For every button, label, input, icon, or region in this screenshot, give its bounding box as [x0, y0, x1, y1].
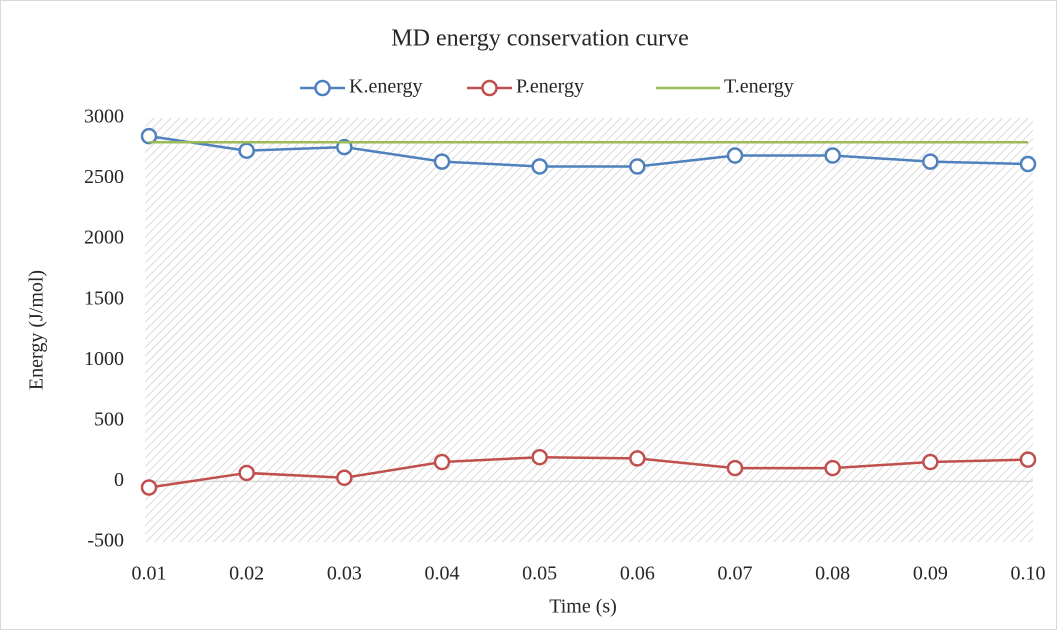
data-point	[1019, 451, 1037, 468]
x-tick-label: 0.09	[913, 563, 948, 585]
x-tick-label: 0.04	[425, 563, 460, 585]
data-point	[433, 453, 451, 471]
legend-label: K.energy	[349, 76, 423, 98]
x-tick-label: 0.08	[815, 563, 850, 585]
data-point	[629, 158, 646, 175]
series-line	[148, 134, 1029, 168]
data-point	[726, 147, 744, 164]
data-point	[726, 459, 744, 477]
y-tick-label: 500	[94, 408, 124, 430]
x-tick-label: 0.07	[718, 563, 753, 585]
data-point	[1019, 155, 1037, 173]
data-point	[531, 448, 548, 466]
y-tick-label: -500	[87, 530, 124, 552]
legend-label: T.energy	[724, 76, 794, 98]
data-point	[336, 469, 353, 487]
legend-marker	[314, 79, 331, 97]
y-tick-label: 2500	[84, 166, 124, 188]
data-point	[922, 453, 939, 471]
legend-label: P.energy	[516, 76, 584, 98]
y-axis-label: Energy (J/mol)	[26, 270, 48, 390]
data-point	[238, 142, 255, 159]
plot-area	[145, 118, 1033, 542]
y-tick-label: 1000	[84, 348, 124, 370]
data-point	[824, 147, 841, 164]
x-tick-label: 0.03	[327, 563, 362, 585]
data-point	[336, 138, 353, 156]
legend-marker	[481, 79, 498, 97]
y-tick-label: 2000	[84, 227, 124, 249]
data-point	[824, 459, 841, 477]
data-point	[238, 464, 255, 482]
y-tick-label: 3000	[84, 106, 124, 128]
y-tick-label: 1500	[84, 287, 124, 309]
data-point	[629, 450, 646, 467]
data-point	[922, 153, 939, 170]
x-axis-label: Time (s)	[549, 596, 617, 618]
data-point	[531, 158, 548, 175]
data-point	[433, 153, 451, 170]
x-tick-label: 0.02	[229, 563, 264, 585]
chart-title: MD energy conservation curve	[391, 26, 688, 52]
y-tick-label: 0	[114, 469, 124, 491]
series-line	[148, 455, 1029, 489]
data-point	[140, 479, 158, 496]
x-tick-label: 0.10	[1011, 563, 1046, 585]
x-tick-label: 0.05	[522, 563, 557, 585]
x-tick-label: 0.01	[132, 563, 167, 585]
x-tick-label: 0.06	[620, 563, 655, 585]
